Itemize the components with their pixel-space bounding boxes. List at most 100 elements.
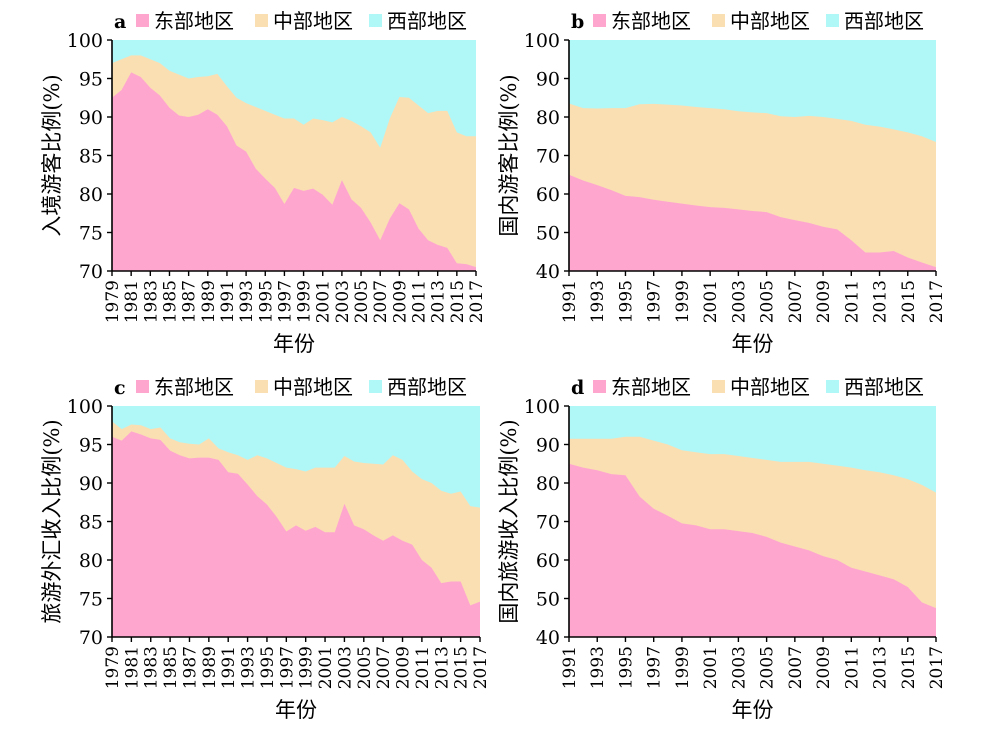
x-tick-label: 1993 bbox=[237, 280, 257, 323]
area-series-east bbox=[112, 431, 480, 637]
x-tick-label: 2009 bbox=[814, 646, 834, 689]
x-tick-label: 2015 bbox=[899, 646, 919, 689]
y-tick-label: 100 bbox=[67, 396, 103, 418]
x-tick-label: 1995 bbox=[256, 280, 276, 323]
x-tick-label: 2007 bbox=[786, 646, 806, 689]
x-tick-label: 1979 bbox=[103, 280, 123, 323]
y-tick-label: 80 bbox=[536, 107, 560, 129]
x-axis-title: 年份 bbox=[273, 332, 315, 356]
legend-swatch-west bbox=[369, 380, 382, 393]
x-tick-label: 1999 bbox=[295, 280, 315, 323]
x-tick-label: 1987 bbox=[180, 646, 200, 689]
x-tick-label: 1997 bbox=[277, 646, 297, 689]
x-tick-label: 1987 bbox=[180, 280, 200, 323]
y-axis-title: 国内游客比例(%) bbox=[497, 74, 521, 236]
legend-label-west: 西部地区 bbox=[844, 9, 924, 33]
x-tick-label: 2007 bbox=[786, 280, 806, 323]
area-series-east bbox=[569, 174, 936, 271]
x-tick-label: 1979 bbox=[103, 646, 123, 689]
y-tick-label: 50 bbox=[536, 223, 560, 245]
y-tick-label: 80 bbox=[536, 473, 560, 495]
y-tick-label: 70 bbox=[536, 512, 560, 534]
y-tick-label: 85 bbox=[79, 512, 103, 534]
x-tick-label: 2015 bbox=[448, 280, 468, 323]
legend-swatch-central bbox=[255, 14, 268, 27]
legend-swatch-west bbox=[826, 380, 839, 393]
legend-swatch-east bbox=[593, 380, 606, 393]
x-tick-label: 2003 bbox=[729, 280, 749, 323]
x-tick-label: 2013 bbox=[871, 280, 891, 323]
x-tick-label: 2001 bbox=[701, 280, 721, 323]
y-tick-label: 80 bbox=[79, 184, 103, 206]
x-tick-label: 2001 bbox=[314, 280, 334, 323]
x-axis-title: 年份 bbox=[732, 698, 774, 722]
y-tick-label: 90 bbox=[79, 473, 103, 495]
y-tick-label: 90 bbox=[79, 107, 103, 129]
legend-label-central: 中部地区 bbox=[730, 9, 810, 33]
x-tick-label: 1983 bbox=[141, 280, 161, 323]
x-tick-label: 1991 bbox=[560, 280, 580, 323]
y-tick-label: 100 bbox=[67, 30, 103, 52]
x-tick-label: 2015 bbox=[452, 646, 472, 689]
x-tick-label: 2003 bbox=[333, 280, 353, 323]
x-tick-label: 1981 bbox=[122, 646, 142, 689]
y-tick-label: 95 bbox=[79, 69, 103, 91]
panel-label: c bbox=[114, 377, 126, 399]
legend-label-west: 西部地区 bbox=[387, 9, 467, 33]
legend-swatch-central bbox=[712, 14, 725, 27]
x-tick-label: 1983 bbox=[142, 646, 162, 689]
x-tick-label: 1993 bbox=[588, 280, 608, 323]
x-tick-label: 2007 bbox=[374, 646, 394, 689]
x-tick-label: 2005 bbox=[352, 280, 372, 323]
legend-swatch-central bbox=[712, 380, 725, 393]
x-tick-label: 1999 bbox=[673, 280, 693, 323]
x-tick-label: 1985 bbox=[160, 280, 180, 323]
y-axis-title: 旅游外汇收入比例(%) bbox=[40, 419, 64, 623]
y-tick-label: 95 bbox=[79, 435, 103, 457]
x-tick-label: 1997 bbox=[645, 280, 665, 323]
x-tick-label: 2005 bbox=[758, 280, 778, 323]
legend-label-central: 中部地区 bbox=[730, 375, 810, 399]
x-tick-label: 1989 bbox=[200, 646, 220, 689]
y-axis-title: 入境游客比例(%) bbox=[40, 74, 64, 236]
legend-label-east: 东部地区 bbox=[611, 375, 691, 399]
y-tick-label: 50 bbox=[536, 589, 560, 611]
y-tick-label: 80 bbox=[79, 550, 103, 572]
y-tick-label: 85 bbox=[79, 146, 103, 168]
x-tick-label: 2003 bbox=[729, 646, 749, 689]
panel-label: b bbox=[571, 11, 584, 33]
legend-label-central: 中部地区 bbox=[273, 9, 353, 33]
x-tick-label: 2011 bbox=[410, 280, 430, 323]
legend-label-east: 东部地区 bbox=[154, 9, 234, 33]
x-tick-label: 2015 bbox=[899, 280, 919, 323]
panel-label: a bbox=[114, 11, 126, 33]
y-tick-label: 40 bbox=[536, 261, 560, 283]
y-tick-label: 60 bbox=[536, 184, 560, 206]
y-tick-label: 75 bbox=[79, 223, 103, 245]
x-tick-label: 1999 bbox=[297, 646, 317, 689]
x-tick-label: 2005 bbox=[355, 646, 375, 689]
x-tick-label: 1993 bbox=[239, 646, 259, 689]
x-tick-label: 1995 bbox=[616, 280, 636, 323]
x-tick-label: 2013 bbox=[429, 280, 449, 323]
x-tick-label: 1997 bbox=[645, 646, 665, 689]
panel-label: d bbox=[571, 377, 584, 399]
x-tick-label: 2005 bbox=[758, 646, 778, 689]
y-tick-label: 40 bbox=[536, 627, 560, 649]
x-tick-label: 2001 bbox=[316, 646, 336, 689]
x-tick-label: 1985 bbox=[161, 646, 181, 689]
x-tick-label: 1993 bbox=[588, 646, 608, 689]
y-axis-title: 国内旅游收入比例(%) bbox=[497, 419, 521, 623]
legend-swatch-west bbox=[369, 14, 382, 27]
chart-panel-d: 40 50 60 70 80 90 100 1991 1993 1995 1997 1999 2001 2… bbox=[497, 375, 947, 722]
x-tick-label: 2003 bbox=[335, 646, 355, 689]
x-tick-label: 2009 bbox=[390, 280, 410, 323]
legend-swatch-central bbox=[255, 380, 268, 393]
x-axis-title: 年份 bbox=[275, 698, 317, 722]
x-tick-label: 1991 bbox=[560, 646, 580, 689]
x-tick-label: 2017 bbox=[927, 646, 947, 689]
area-series-east bbox=[112, 72, 476, 271]
y-tick-label: 100 bbox=[524, 396, 560, 418]
